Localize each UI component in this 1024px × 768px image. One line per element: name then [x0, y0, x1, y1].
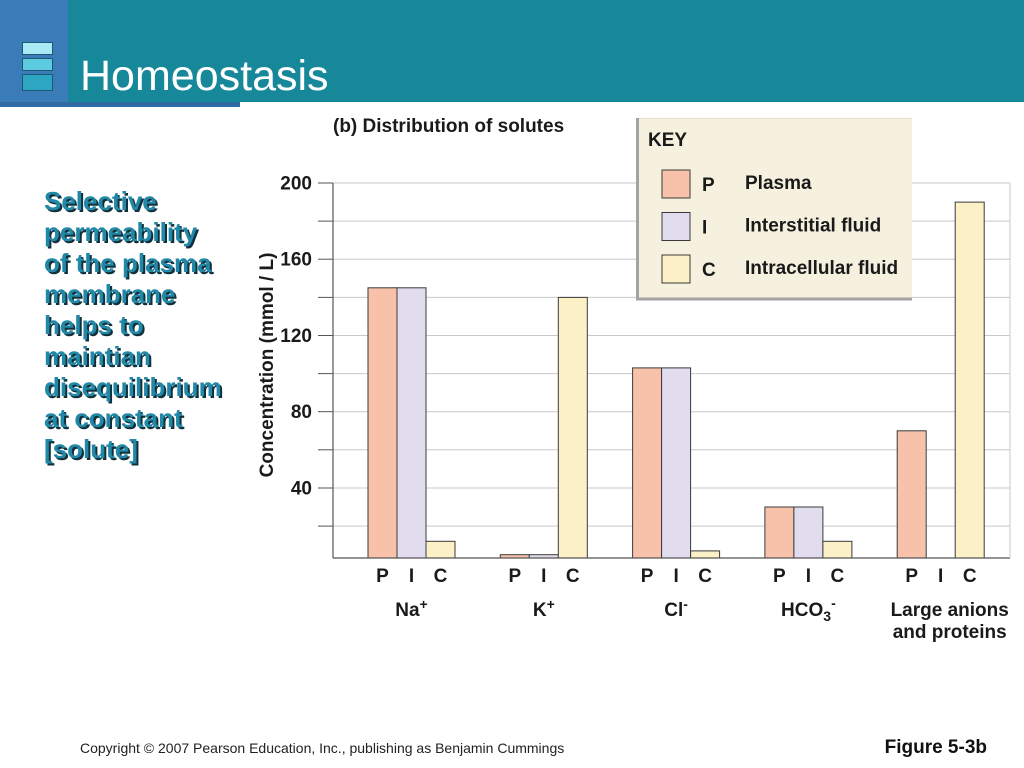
- bar-letter-p: P: [773, 566, 786, 587]
- category-label-text: HCO: [781, 600, 823, 621]
- icon-bar-bottom: [22, 74, 53, 91]
- bar-large-anions-and-proteins-intracellular-fluid: [954, 201, 985, 559]
- slide-title: Homeostasis: [80, 52, 329, 100]
- category-label: and proteins: [893, 622, 1007, 643]
- body-line: helps to: [44, 310, 144, 340]
- key-label: Plasma: [745, 173, 812, 194]
- category-label: Large anions: [891, 600, 1009, 621]
- bar-hco3-interstitial-fluid: [793, 506, 824, 559]
- category-label: HCO3-: [781, 595, 836, 624]
- category-label: Cl-: [664, 596, 688, 621]
- category-label-superscript: -: [683, 596, 688, 612]
- bar-letter-p: P: [376, 566, 389, 587]
- bar-hco3-intracellular-fluid: [822, 540, 853, 559]
- chart-title: (b) Distribution of solutes: [333, 116, 564, 137]
- key-letter: I: [702, 218, 707, 239]
- key-letter: P: [702, 175, 715, 196]
- key-swatch-interstitial-fluid: [661, 212, 691, 241]
- y-tick-label: 80: [291, 402, 312, 423]
- category-label: Na+: [395, 596, 427, 621]
- category-label-superscript: +: [547, 596, 555, 612]
- body-line: maintian: [44, 341, 151, 371]
- key-label: Intracellular fluid: [745, 258, 898, 279]
- bar-na-intracellular-fluid: [425, 540, 456, 559]
- body-line: of the plasma: [44, 248, 212, 278]
- body-line: at constant: [44, 403, 183, 433]
- bar-letter-i: I: [541, 566, 546, 587]
- category-label-superscript: +: [420, 596, 428, 612]
- bar-letter-c: C: [698, 566, 712, 587]
- bar-letter-i: I: [938, 566, 943, 587]
- bars: [367, 201, 985, 559]
- body-text: Selective permeability of the plasma mem…: [44, 186, 234, 465]
- category-label-text: Cl: [664, 600, 683, 621]
- key-rows: P Plasma I Interstitial fluid C Intracellular…: [661, 169, 898, 284]
- stacked-bars-icon: [22, 42, 53, 92]
- body-line: permeability: [44, 217, 198, 247]
- axes: [332, 183, 1011, 559]
- category-label-subscript: 3: [823, 608, 831, 624]
- bar-letter-p: P: [641, 566, 654, 587]
- bar-large-anions-and-proteins-plasma: [896, 430, 927, 559]
- icon-bar-middle: [22, 58, 53, 71]
- bar-cl-interstitial-fluid: [661, 367, 692, 559]
- category-label: K+: [533, 596, 555, 621]
- bar-letter-p: P: [905, 566, 918, 587]
- category-label-text: Na: [395, 600, 420, 621]
- bar-cl-plasma: [632, 367, 663, 559]
- y-tick-label: 40: [291, 479, 312, 500]
- body-line: disequilibrium: [44, 372, 222, 402]
- key-label: Interstitial fluid: [745, 216, 881, 237]
- bar-hco3-plasma: [764, 506, 795, 559]
- bar-letter-i: I: [409, 566, 414, 587]
- title-bar: Homeostasis: [0, 0, 1024, 102]
- body-line: membrane: [44, 279, 176, 309]
- figure-label: Figure 5-3b: [884, 737, 987, 758]
- bar-letter-c: C: [963, 566, 977, 587]
- y-tick-label: 160: [280, 250, 312, 271]
- bar-letter-p: P: [508, 566, 521, 587]
- bar-letter-c: C: [831, 566, 845, 587]
- key-letter: C: [702, 260, 716, 281]
- bar-letter-c: C: [434, 566, 448, 587]
- legend-key: KEY P Plasma I Interstitial fluid C Intracell…: [636, 118, 912, 301]
- title-underline: [0, 102, 240, 107]
- category-label-text: K: [533, 600, 547, 621]
- key-swatch-intracellular-fluid: [661, 254, 691, 284]
- bar-na-plasma: [367, 287, 398, 559]
- bar-letter-i: I: [806, 566, 811, 587]
- bar-na-interstitial-fluid: [396, 287, 427, 559]
- key-title: KEY: [648, 130, 687, 151]
- y-axis-label: Concentration (mmol / L): [257, 253, 278, 478]
- y-tick-label: 120: [280, 326, 312, 347]
- y-tick-label: 200: [280, 174, 312, 195]
- bar-cl-intracellular-fluid: [690, 550, 721, 559]
- category-label-superscript: -: [831, 595, 836, 611]
- key-swatch-plasma: [661, 169, 691, 199]
- copyright-text: Copyright © 2007 Pearson Education, Inc.…: [80, 740, 565, 756]
- icon-bar-top: [22, 42, 53, 55]
- bar-letter-i: I: [673, 566, 678, 587]
- body-line: Selective: [44, 186, 157, 216]
- bar-letter-c: C: [566, 566, 580, 587]
- body-line: [solute]: [44, 434, 138, 464]
- slide-logo-block: [0, 0, 68, 107]
- bar-k-intracellular-fluid: [557, 296, 588, 559]
